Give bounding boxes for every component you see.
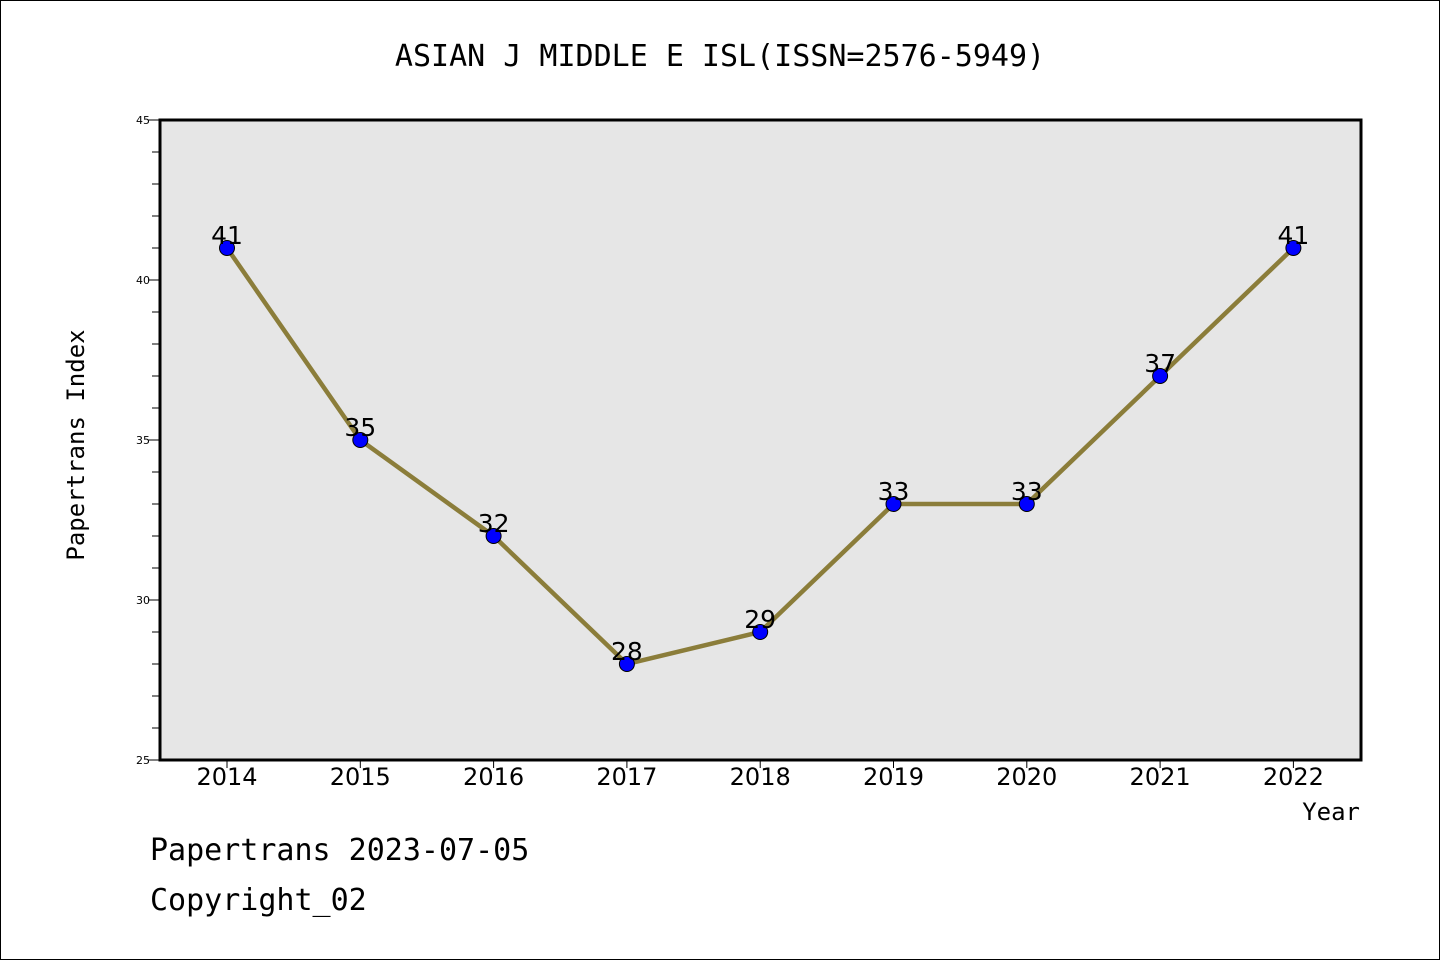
y-tick-label: 45 (136, 114, 150, 127)
data-point (885, 496, 902, 512)
data-point (485, 528, 502, 544)
y-tick-label: 35 (136, 434, 150, 447)
x-tick-label: 2015 (330, 763, 391, 791)
x-tick-label: 2021 (1130, 763, 1191, 791)
data-point (352, 432, 369, 448)
x-tick-label: 2014 (196, 763, 257, 791)
y-axis-label: Papertrans Index (62, 329, 90, 560)
data-point (219, 240, 235, 256)
data-label: 29 (744, 605, 776, 634)
data-markers (219, 240, 1302, 672)
data-label: 33 (878, 477, 910, 506)
data-point (618, 656, 635, 672)
data-label: 41 (1277, 221, 1309, 250)
x-tick-label: 2019 (863, 763, 924, 791)
data-label: 28 (611, 637, 643, 666)
x-tick-label: 2018 (730, 763, 791, 791)
data-point (752, 624, 769, 640)
y-tick-label: 25 (136, 754, 150, 767)
footer-date: Papertrans 2023-07-05 (150, 833, 530, 868)
x-tick-label: 2022 (1263, 763, 1324, 791)
data-point (1285, 240, 1302, 256)
y-tick-label: 30 (136, 594, 150, 607)
x-tick-label: 2016 (463, 763, 524, 791)
data-label: 32 (478, 509, 510, 538)
data-label: 33 (1011, 477, 1043, 506)
y-tick-label: 40 (136, 274, 150, 287)
chart-title: ASIAN J MIDDLE E ISL(ISSN=2576-5949) (395, 39, 1045, 74)
y-axis: 25 30 35 40 45 (136, 114, 160, 767)
data-label: 37 (1144, 349, 1176, 378)
x-tick-label: 2017 (596, 763, 657, 791)
data-point (1018, 496, 1035, 512)
data-label: 35 (344, 413, 376, 442)
data-label: 41 (211, 221, 243, 250)
x-axis-label: Year (1302, 798, 1360, 826)
plot-area (158, 118, 1363, 762)
footer-copyright: Copyright_02 (150, 883, 367, 918)
x-axis: 2014 2015 2016 2017 2018 2019 2020 2021 2022 (196, 760, 1324, 791)
data-point (1152, 368, 1169, 384)
data-labels: 41 35 32 28 29 33 33 37 41 (211, 221, 1309, 666)
x-tick-label: 2020 (996, 763, 1057, 791)
